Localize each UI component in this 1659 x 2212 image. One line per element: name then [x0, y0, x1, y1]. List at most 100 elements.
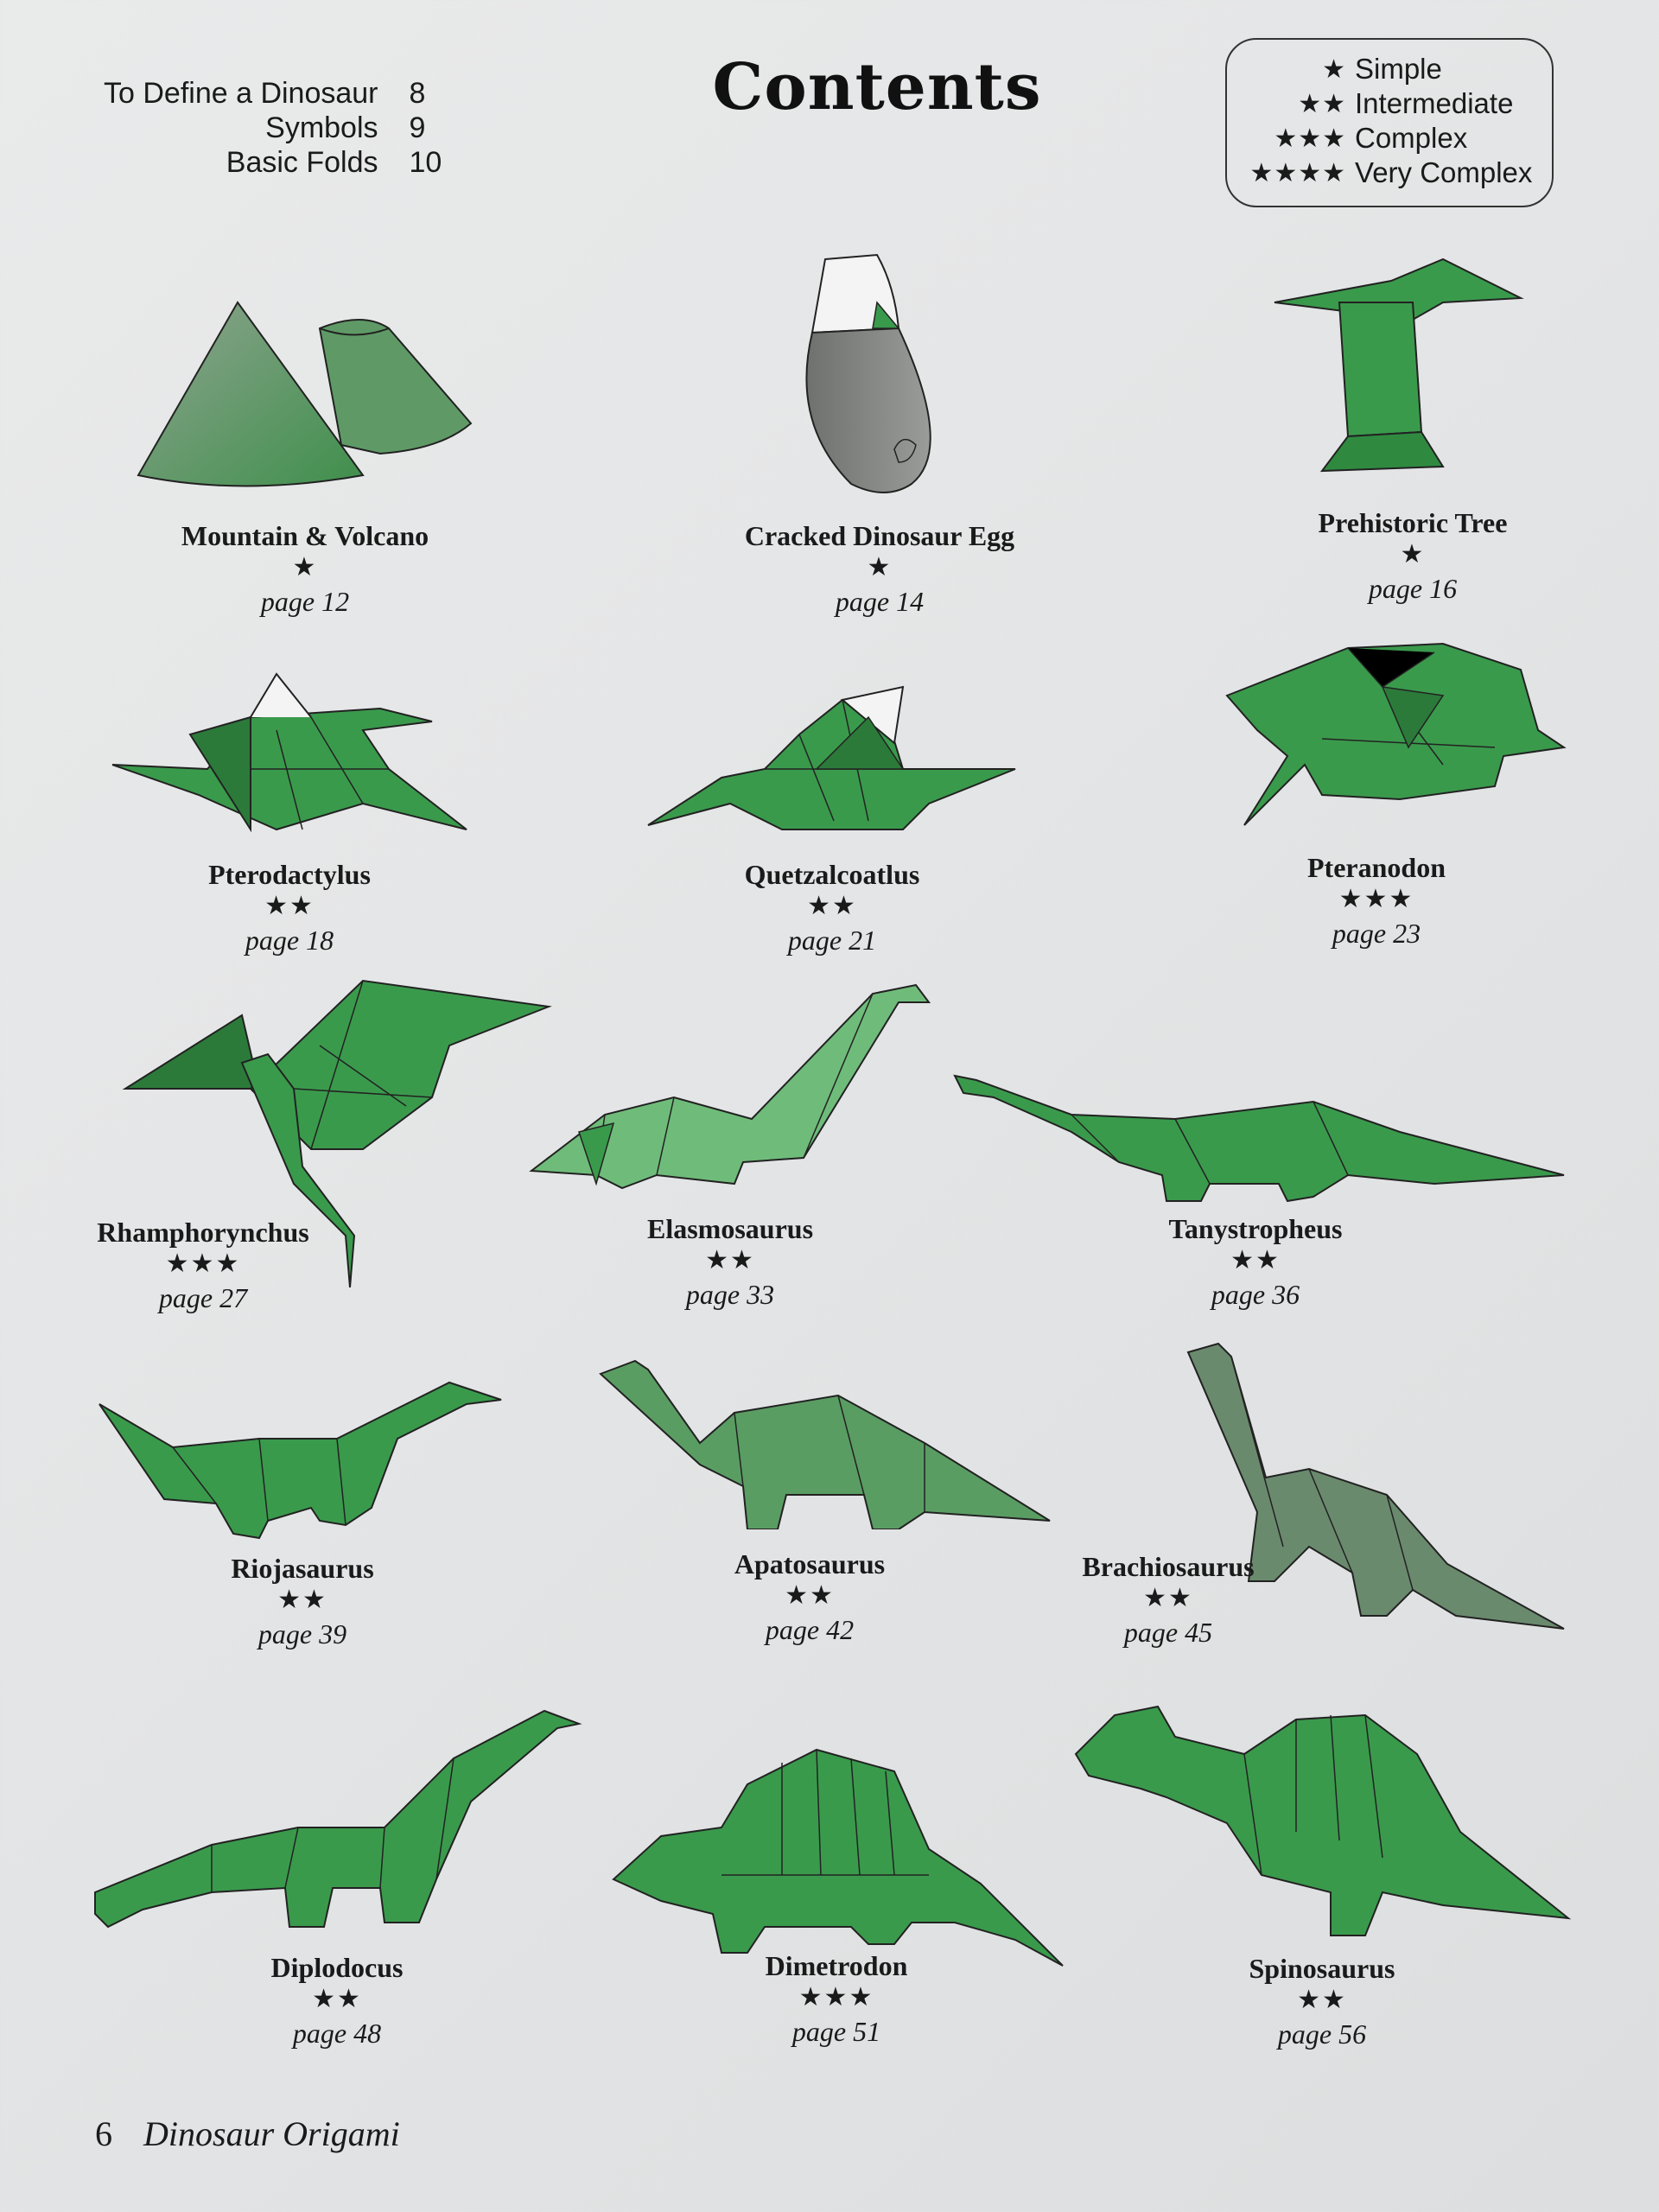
mountain-volcano-icon[interactable] — [130, 294, 484, 493]
model-entry[interactable]: Diplodocus ★★ page 48 — [121, 1950, 553, 2050]
toc-row[interactable]: Symbols 9 — [104, 111, 468, 145]
legend-row: ★★★ Complex — [1227, 121, 1552, 156]
model-name: Mountain & Volcano — [181, 520, 429, 551]
model-page: page 12 — [260, 586, 350, 617]
model-entry[interactable]: Pterodactylus ★★ page 18 — [73, 857, 505, 957]
legend-label: Complex — [1355, 122, 1468, 154]
toc-label: Symbols — [265, 111, 378, 144]
page-number: 6 — [95, 2114, 112, 2153]
difficulty-stars: ★★ — [705, 1246, 755, 1274]
model-entry[interactable]: Spinosaurus ★★ page 56 — [1106, 1951, 1538, 2051]
spinosaurus-icon[interactable] — [1071, 1702, 1573, 1944]
model-page: page 45 — [1123, 1617, 1213, 1648]
model-page: page 48 — [292, 2018, 382, 2049]
model-entry[interactable]: Dimetrodon ★★★ page 51 — [620, 1948, 1052, 2049]
apatosaurus-icon[interactable] — [596, 1357, 1054, 1529]
model-name: Elasmosaurus — [646, 1213, 814, 1244]
toc-row[interactable]: Basic Folds 10 — [104, 145, 468, 180]
star-icon: ★ — [1322, 54, 1346, 84]
legend-label: Very Complex — [1355, 156, 1533, 188]
model-name: Cracked Dinosaur Egg — [744, 520, 1015, 551]
toc-page: 10 — [409, 146, 442, 179]
quetzalcoatlus-icon[interactable] — [644, 683, 1024, 847]
legend-row: ★★★★ Very Complex — [1227, 156, 1552, 190]
model-entry[interactable]: Cracked Dinosaur Egg ★ page 14 — [664, 518, 1096, 619]
model-entry[interactable]: Brachiosaurus ★★ page 45 — [952, 1549, 1384, 1649]
difficulty-stars: ★★ — [264, 892, 315, 920]
model-entry[interactable]: Quetzalcoatlus ★★ page 21 — [616, 857, 1048, 957]
prehistoric-tree-icon[interactable] — [1270, 251, 1529, 493]
pteranodon-icon[interactable] — [1210, 635, 1573, 842]
model-entry[interactable]: Mountain & Volcano ★ page 12 — [89, 518, 521, 619]
model-page: page 39 — [257, 1618, 347, 1649]
difficulty-stars: ★ — [867, 553, 893, 582]
toc-row[interactable]: To Define a Dinosaur 8 — [104, 76, 468, 111]
model-name: Riojasaurus — [231, 1553, 374, 1584]
page-title: Contents — [712, 50, 1042, 124]
model-page: page 23 — [1332, 918, 1421, 949]
model-name: Quetzalcoatlus — [744, 859, 920, 890]
toc-page: 8 — [409, 77, 426, 110]
model-entry[interactable]: Pteranodon ★★★ page 23 — [1160, 850, 1592, 950]
model-name: Dimetrodon — [765, 1950, 908, 1981]
model-page: page 27 — [158, 1282, 248, 1313]
pterodactylus-icon[interactable] — [104, 665, 475, 855]
difficulty-stars: ★★ — [1143, 1584, 1193, 1612]
diplodocus-icon[interactable] — [91, 1707, 583, 1948]
model-page: page 36 — [1211, 1279, 1300, 1310]
difficulty-stars: ★ — [292, 553, 318, 582]
toc-page: 9 — [409, 111, 426, 144]
legend-row: ★ Simple — [1227, 52, 1552, 86]
difficulty-stars: ★★ — [807, 892, 857, 920]
difficulty-stars: ★★ — [1297, 1986, 1347, 2014]
difficulty-stars: ★★★ — [798, 1983, 874, 2012]
model-name: Prehistoric Tree — [1318, 507, 1508, 538]
difficulty-stars: ★ — [1400, 540, 1426, 569]
model-entry[interactable]: Prehistoric Tree ★ page 16 — [1197, 505, 1629, 606]
model-name: Brachiosaurus — [1082, 1551, 1255, 1582]
rhamphorynchus-icon[interactable] — [121, 976, 553, 1287]
model-name: Pteranodon — [1307, 852, 1446, 883]
star-icon: ★★ — [1298, 89, 1346, 118]
model-page: page 42 — [765, 1614, 855, 1645]
model-page: page 16 — [1368, 573, 1458, 604]
difficulty-legend: ★ Simple ★★ Intermediate ★★★ Complex ★★★… — [1225, 38, 1554, 207]
model-name: Spinosaurus — [1249, 1953, 1395, 1984]
model-page: page 14 — [835, 586, 925, 617]
dinosaur-egg-icon[interactable] — [782, 251, 972, 501]
riojasaurus-icon[interactable] — [95, 1378, 510, 1542]
brachiosaurus-icon[interactable] — [1179, 1339, 1568, 1633]
page-footer: 6 Dinosaur Origami — [95, 2113, 400, 2154]
legend-label: Intermediate — [1355, 87, 1514, 119]
model-entry[interactable]: Rhamphorynchus ★★★ page 27 — [0, 1215, 419, 1315]
model-name: Diplodocus — [270, 1952, 404, 1983]
legend-row: ★★ Intermediate — [1227, 86, 1552, 121]
model-name: Tanystropheus — [1168, 1213, 1343, 1244]
model-entry[interactable]: Apatosaurus ★★ page 42 — [594, 1547, 1026, 1647]
model-name: Rhamphorynchus — [97, 1217, 309, 1248]
dimetrodon-icon[interactable] — [609, 1745, 1067, 1979]
difficulty-stars: ★★ — [312, 1985, 362, 2013]
model-name: Apatosaurus — [734, 1548, 886, 1580]
model-page: page 21 — [787, 925, 877, 956]
book-title: Dinosaur Origami — [143, 2114, 400, 2153]
model-entry[interactable]: Elasmosaurus ★★ page 33 — [514, 1211, 946, 1312]
model-entry[interactable]: Tanystropheus ★★ page 36 — [1039, 1211, 1471, 1312]
model-page: page 51 — [791, 2016, 881, 2047]
difficulty-stars: ★★★ — [165, 1249, 241, 1278]
star-icon: ★★★★ — [1249, 158, 1346, 188]
model-entry[interactable]: Riojasaurus ★★ page 39 — [86, 1551, 518, 1651]
toc-label: To Define a Dinosaur — [104, 77, 378, 110]
model-page: page 56 — [1277, 2018, 1367, 2050]
front-matter-list: To Define a Dinosaur 8 Symbols 9 Basic F… — [104, 76, 468, 180]
difficulty-stars: ★★ — [785, 1581, 835, 1610]
model-page: page 18 — [245, 925, 334, 956]
model-page: page 33 — [685, 1279, 775, 1310]
legend-label: Simple — [1355, 53, 1442, 85]
model-name: Pterodactylus — [208, 859, 371, 890]
difficulty-stars: ★★ — [277, 1586, 327, 1614]
tanystropheus-icon[interactable] — [950, 1071, 1568, 1210]
difficulty-stars: ★★★ — [1338, 885, 1414, 913]
elasmosaurus-icon[interactable] — [527, 976, 933, 1201]
difficulty-stars: ★★ — [1230, 1246, 1281, 1274]
